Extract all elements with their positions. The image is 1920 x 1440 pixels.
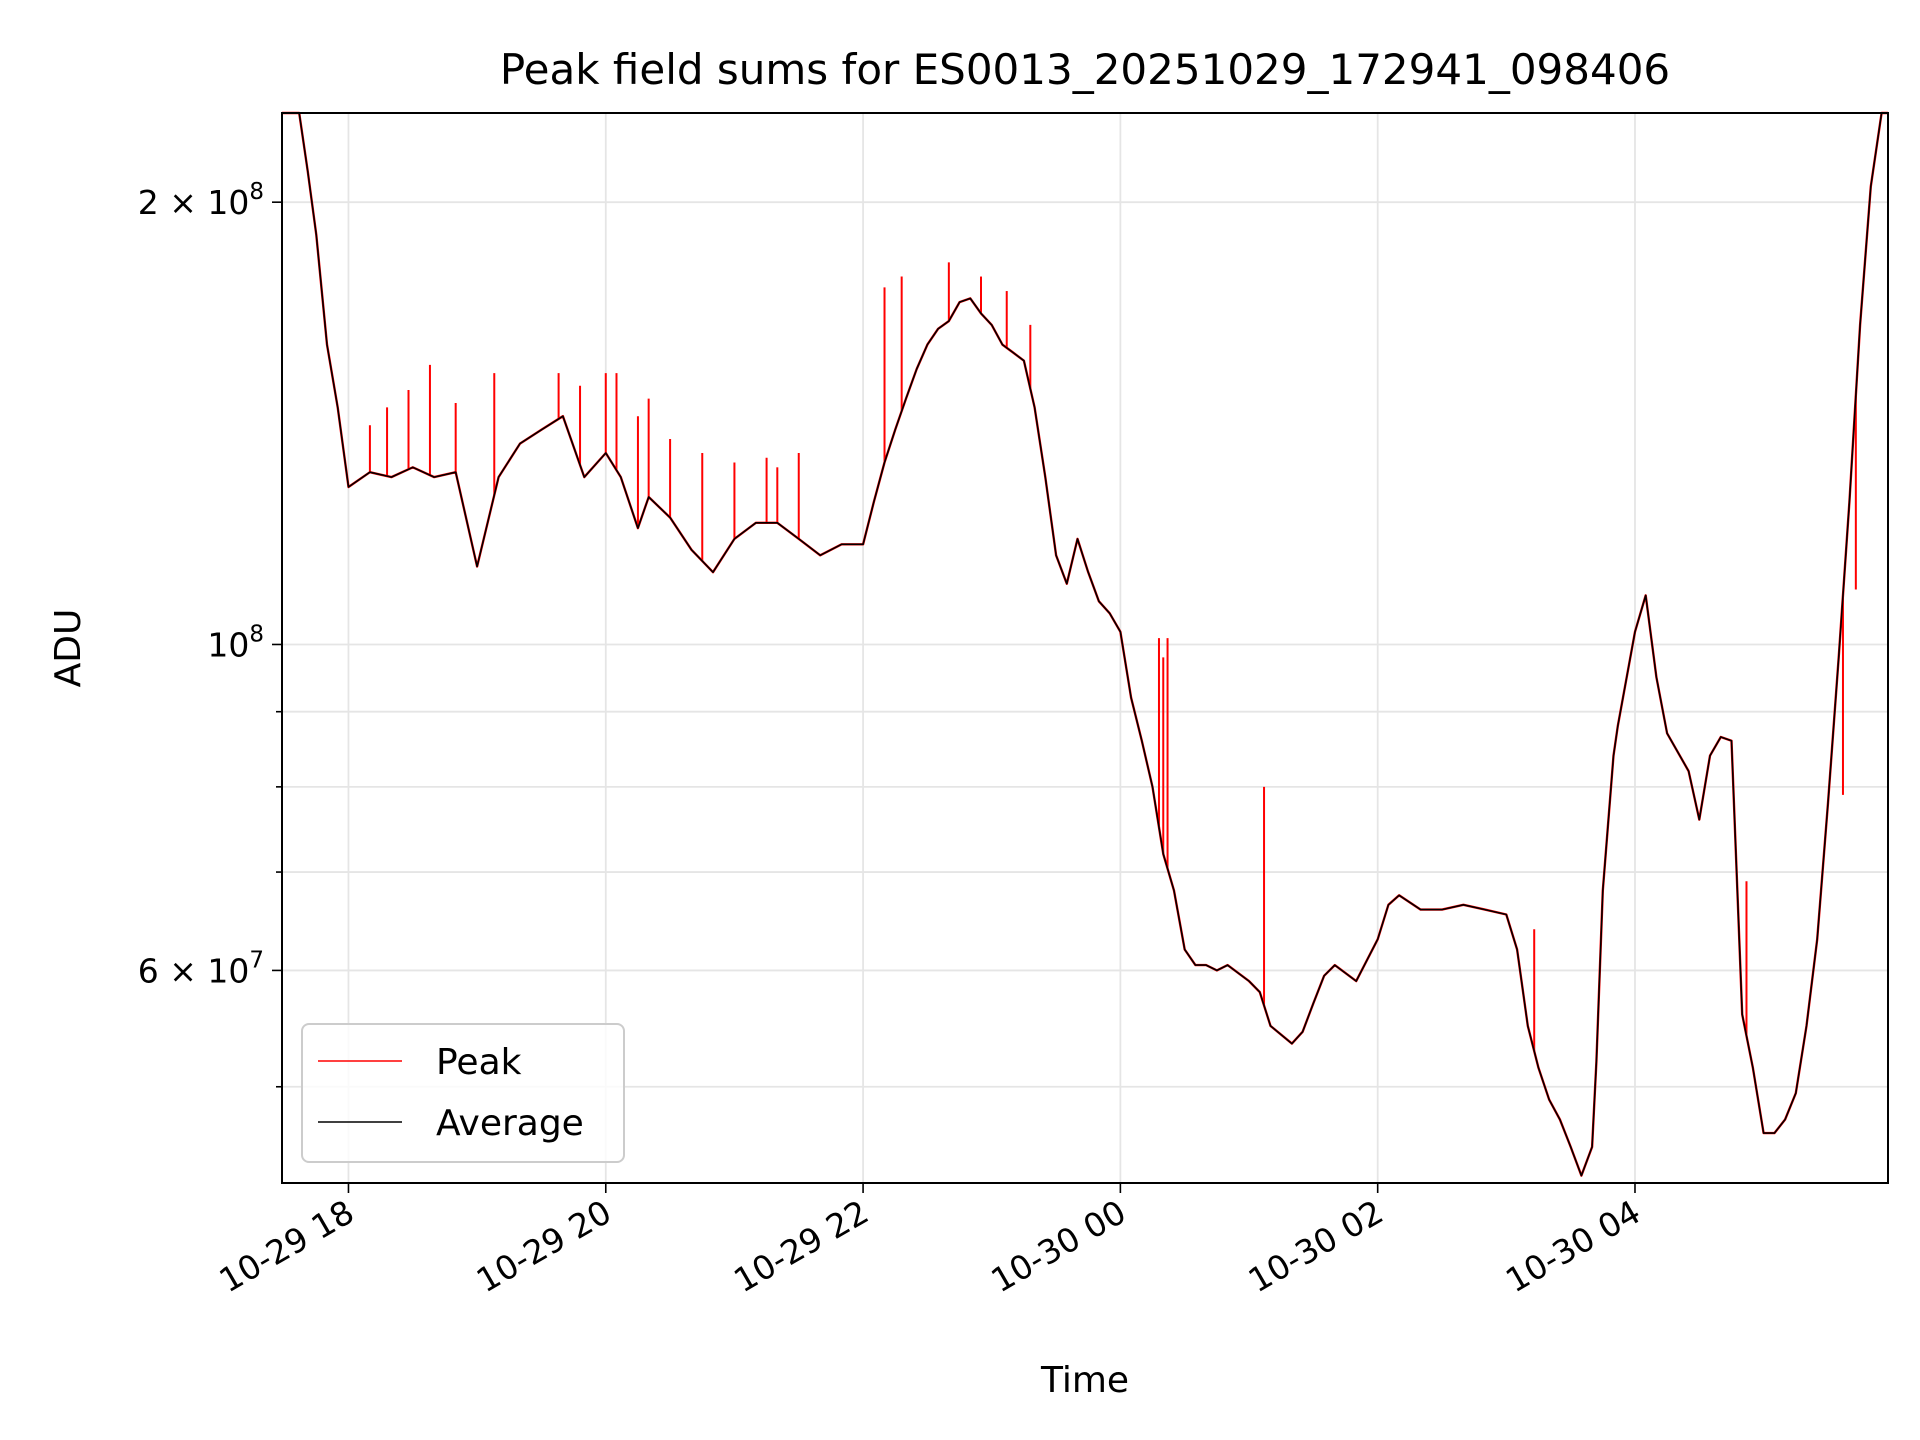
y-tick-label: 108 bbox=[207, 621, 264, 664]
x-axis-label: Time bbox=[1040, 1360, 1129, 1401]
y-tick-label: 6 × 107 bbox=[138, 947, 264, 990]
legend-label-peak: Peak bbox=[436, 1042, 522, 1083]
grid bbox=[282, 113, 1888, 1183]
y-tick-label: 2 × 108 bbox=[138, 179, 264, 222]
y-axis-label: ADU bbox=[48, 609, 89, 688]
legend: Peak Average bbox=[301, 1023, 625, 1163]
legend-label-average: Average bbox=[436, 1103, 584, 1144]
plot-lines bbox=[282, 111, 1888, 1177]
chart-title: Peak field sums for ES0013_20251029_1729… bbox=[500, 45, 1670, 94]
average-series-line bbox=[282, 112, 1888, 1177]
plot-frame bbox=[281, 112, 1889, 1184]
legend-box bbox=[301, 1023, 625, 1163]
y-axis: 2 × 108 108 6 × 107 bbox=[138, 179, 282, 1088]
